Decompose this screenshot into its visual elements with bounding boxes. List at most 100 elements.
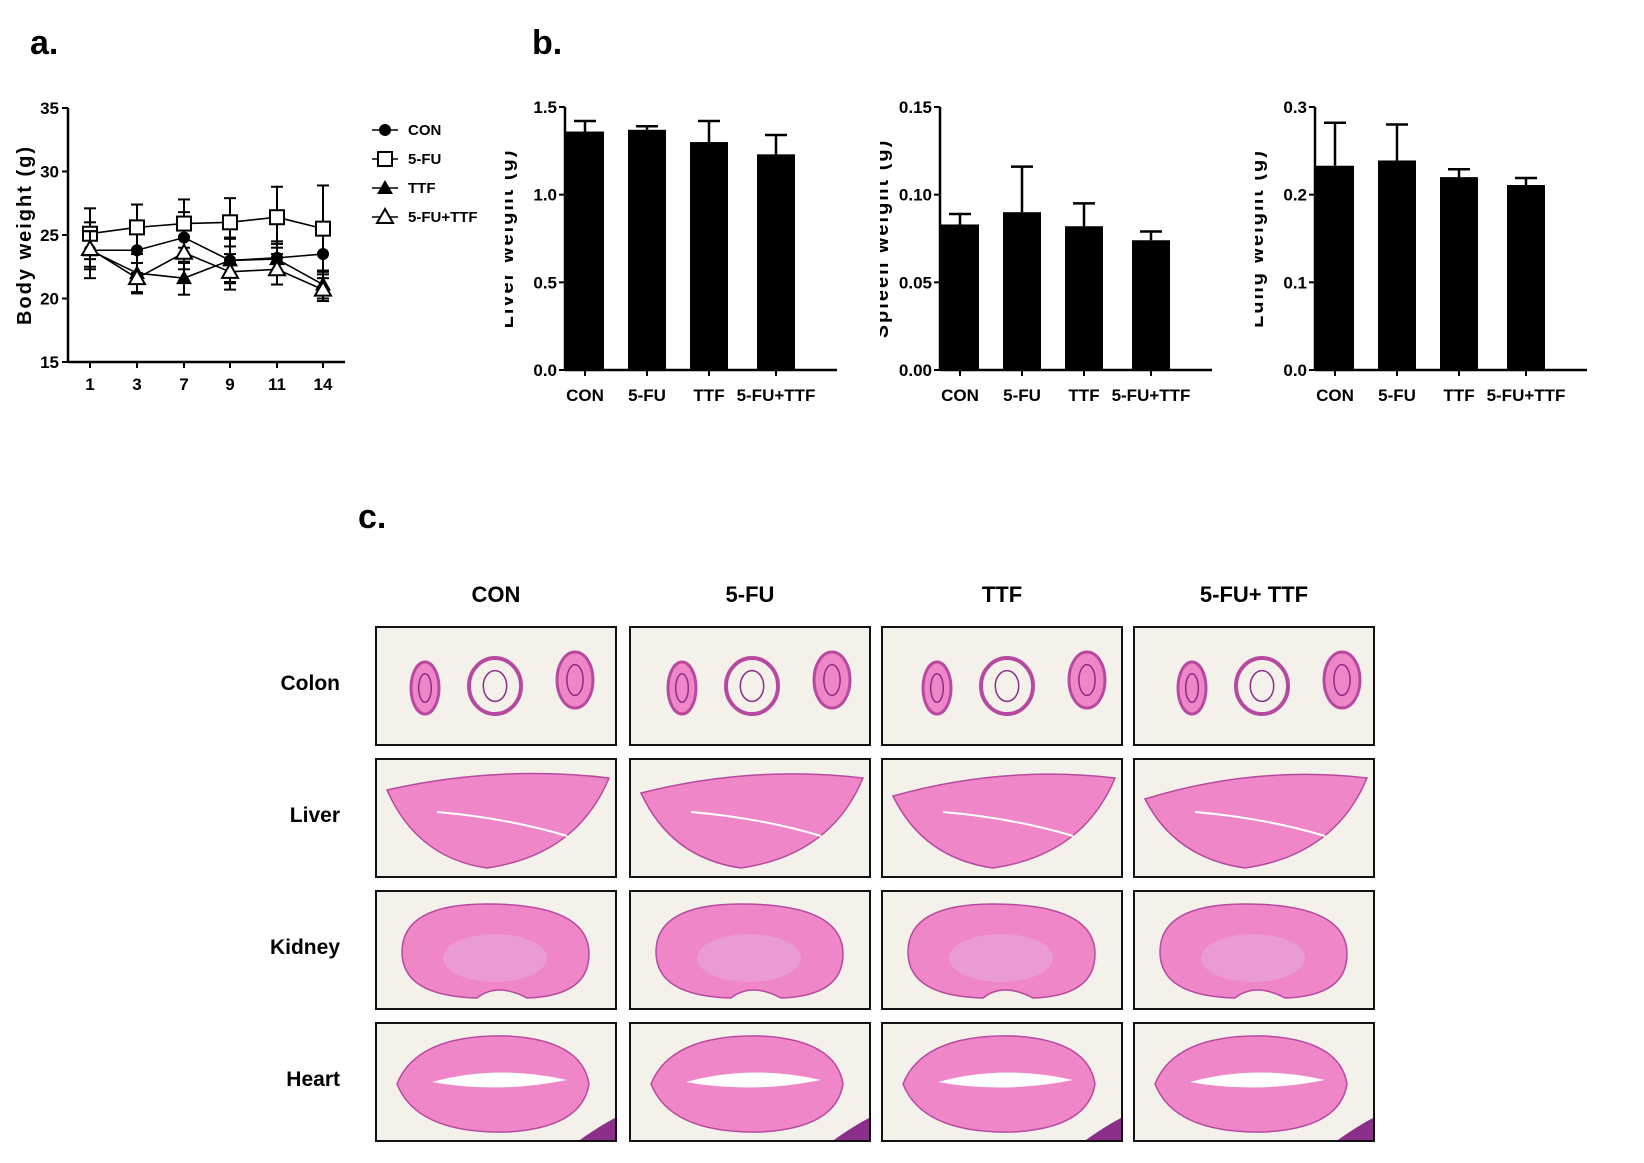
- data-point: [176, 270, 192, 285]
- kidney-medulla: [1201, 934, 1305, 982]
- x-tick-label: 5-FU+TTF: [737, 386, 816, 405]
- section-outer: [666, 660, 698, 716]
- x-tick-label: 3: [132, 375, 141, 394]
- histology-grid: CON 5-FU TTF 5-FU+ TTF Colon Liver Kidney Heart: [0, 560, 1644, 1163]
- section-outer: [1234, 656, 1290, 716]
- row-header: Kidney: [269, 936, 340, 959]
- ventricle-lumen: [432, 1072, 567, 1088]
- row-header: Colon: [280, 672, 340, 695]
- vessel: [1194, 811, 1326, 837]
- y-tick-label: 20: [40, 290, 59, 309]
- y-tick-label: 25: [40, 226, 59, 245]
- x-tick-label: 5-FU: [628, 386, 666, 405]
- data-point: [220, 261, 240, 279]
- legend-marker: [375, 206, 395, 224]
- data-point: [129, 219, 145, 236]
- ventricle-lumen: [1190, 1072, 1325, 1088]
- liver-section: [1143, 773, 1369, 869]
- series-line: [89, 248, 324, 291]
- y-tick-label: 0.05: [899, 273, 932, 292]
- histology-tile: [881, 758, 1123, 878]
- lung-weight-bar-chart: 0.0 0.1 0.2 0.3 Lung weight (g) CON 5-FU TTF 5-F…: [1255, 98, 1587, 405]
- y-tick-label: 0.0: [1283, 361, 1307, 380]
- section-lumen: [482, 669, 508, 703]
- series-5-FU+TTF: [80, 230, 333, 303]
- y-tick-label: 0.1: [1283, 273, 1307, 292]
- y-tick-label: 0.00: [899, 361, 932, 380]
- y-tick-label: 0.10: [899, 186, 932, 205]
- spleen-weight-bar-chart: 0.00 0.05 0.10 0.15 Spleen weight (g) CON 5-FU…: [880, 98, 1212, 405]
- section-outer: [1067, 650, 1107, 710]
- histology-tile: [1133, 626, 1375, 746]
- colon-section: [979, 656, 1035, 716]
- section-lumen: [823, 663, 841, 697]
- column-header: CON: [471, 582, 521, 607]
- legend-label: 5-FU+TTF: [408, 209, 478, 226]
- y-tick-label: 0.2: [1283, 186, 1307, 205]
- y-axis-title: Lung weight (g): [1255, 149, 1268, 328]
- liver-weight-bar-chart: 0.0 0.5 1.0 1.5 Liver weight (g) CON 5-FU TTF 5-…: [505, 98, 837, 405]
- panel-letter-a: a.: [30, 24, 59, 62]
- section-outer: [979, 656, 1035, 716]
- x-tick-label: 7: [179, 375, 188, 394]
- ventricle-lumen: [938, 1072, 1073, 1088]
- bar-5-FU+TTF: [757, 154, 795, 370]
- x-tick-label: TTF: [1443, 386, 1474, 405]
- section-outer: [555, 650, 595, 710]
- bar-CON: [941, 224, 979, 370]
- body-weight-line-chart: 15 20 25 30 35 1 3 7 9 11 14 Body weight (g) CON 5-FU…: [14, 99, 478, 394]
- dark-tissue: [833, 1117, 869, 1140]
- legend-marker: [377, 180, 393, 194]
- colon-section: [555, 650, 595, 710]
- panel-letter-b: b.: [532, 24, 563, 62]
- section-outer: [724, 656, 780, 716]
- histology-tile: [629, 758, 871, 878]
- x-tick-label: CON: [566, 386, 604, 405]
- data-point: [222, 214, 238, 231]
- data-point: [176, 215, 192, 232]
- colon-section: [724, 656, 780, 716]
- column-header: 5-FU: [725, 582, 775, 607]
- y-tick-label: 1.0: [533, 186, 557, 205]
- section-outer: [921, 660, 953, 716]
- bar-5-FU: [1378, 160, 1416, 370]
- y-tick-label: 0.5: [533, 273, 557, 292]
- histology-tile: [375, 626, 617, 746]
- x-tick-label: 14: [314, 375, 333, 394]
- colon-section: [1067, 650, 1107, 710]
- y-tick-label: 35: [40, 99, 59, 118]
- data-point: [127, 268, 147, 286]
- section-lumen: [566, 663, 584, 697]
- dark-tissue: [1085, 1117, 1121, 1140]
- x-tick-label: 5-FU: [1003, 386, 1041, 405]
- colon-section: [467, 656, 523, 716]
- kidney-medulla: [443, 934, 547, 982]
- colon-section: [409, 660, 441, 716]
- x-tick-label: 11: [268, 375, 286, 394]
- histology-tile: [629, 1022, 871, 1142]
- section-outer: [1322, 650, 1362, 710]
- data-point: [313, 279, 333, 297]
- column-header: 5-FU+ TTF: [1199, 582, 1309, 607]
- section-lumen: [1184, 672, 1200, 704]
- bar-5-FU+TTF: [1132, 240, 1170, 370]
- x-tick-label: 5-FU: [1378, 386, 1416, 405]
- bar-CON: [566, 131, 604, 370]
- y-tick-label: 30: [40, 163, 59, 182]
- section-lumen: [1249, 669, 1275, 703]
- row-header: Liver: [289, 804, 340, 827]
- bar-5-FU: [1003, 212, 1041, 370]
- histology-tile: [1133, 758, 1375, 878]
- bar-5-FU: [628, 129, 666, 370]
- ventricle-lumen: [686, 1072, 821, 1088]
- x-tick-label: 5-FU+TTF: [1487, 386, 1566, 405]
- data-point: [315, 220, 331, 237]
- histology-tile: [881, 1022, 1123, 1142]
- data-point: [80, 238, 100, 256]
- series-5-FU: [82, 184, 331, 273]
- section-outer: [1176, 660, 1208, 716]
- section-outer: [467, 656, 523, 716]
- vessel: [690, 811, 822, 837]
- data-point: [267, 259, 287, 277]
- x-tick-label: TTF: [1068, 386, 1099, 405]
